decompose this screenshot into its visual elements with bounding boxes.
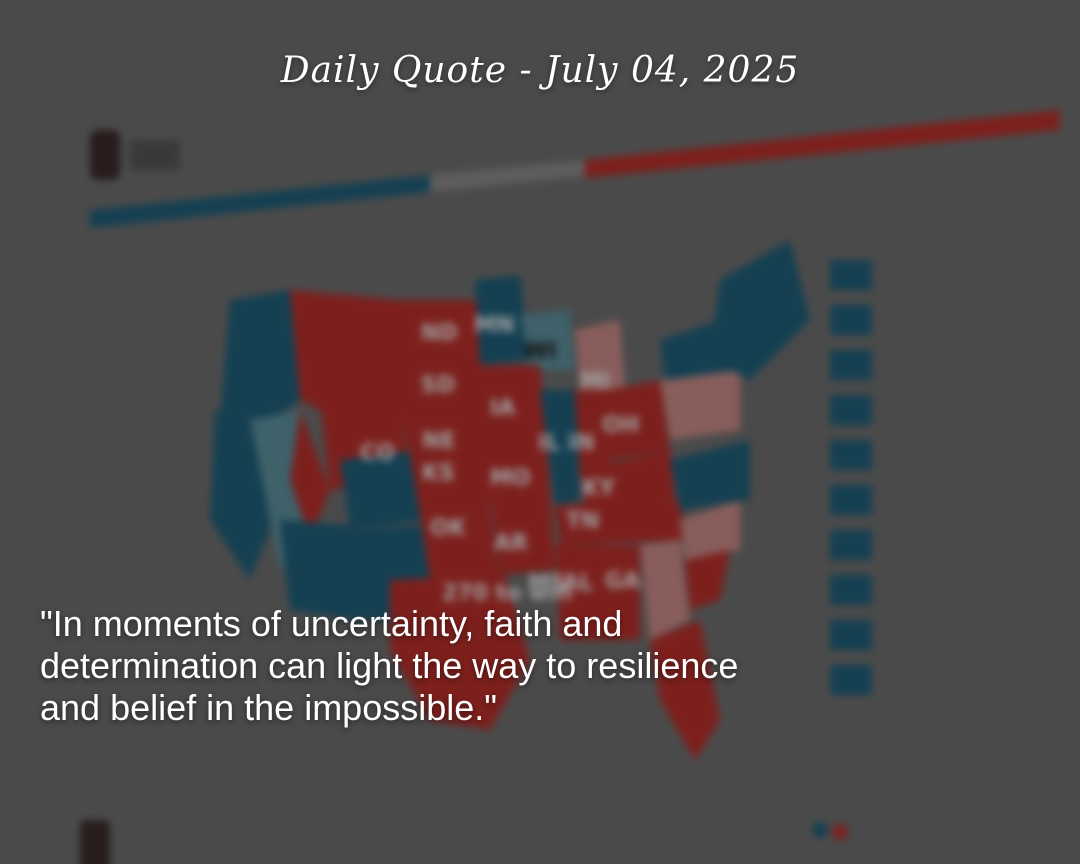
svg-text:WI: WI: [524, 339, 556, 364]
svg-text:KY: KY: [582, 476, 616, 501]
svg-text:270 to win: 270 to win: [442, 581, 572, 606]
svg-text:IN: IN: [568, 431, 595, 456]
svg-text:CO: CO: [360, 441, 395, 466]
quote-text: "In moments of uncertainty, faith and de…: [40, 603, 739, 728]
svg-text:OK: OK: [430, 516, 467, 541]
svg-text:TN: TN: [566, 509, 599, 534]
svg-text:IL: IL: [538, 431, 560, 456]
svg-text:IA: IA: [490, 396, 515, 421]
svg-text:OH: OH: [602, 413, 639, 438]
svg-text:MI: MI: [580, 369, 610, 394]
svg-text:NE: NE: [422, 429, 455, 454]
svg-text:SD: SD: [421, 373, 455, 398]
svg-text:MO: MO: [490, 466, 531, 491]
svg-text:AL: AL: [562, 571, 593, 596]
svg-text:MN: MN: [474, 313, 514, 338]
page-title: Daily Quote - July 04, 2025: [280, 50, 800, 91]
svg-text:MS: MS: [528, 571, 566, 596]
svg-text:GA: GA: [605, 569, 640, 594]
svg-text:AR: AR: [494, 531, 528, 556]
svg-text:KS: KS: [422, 461, 455, 486]
svg-text:ND: ND: [421, 321, 458, 346]
